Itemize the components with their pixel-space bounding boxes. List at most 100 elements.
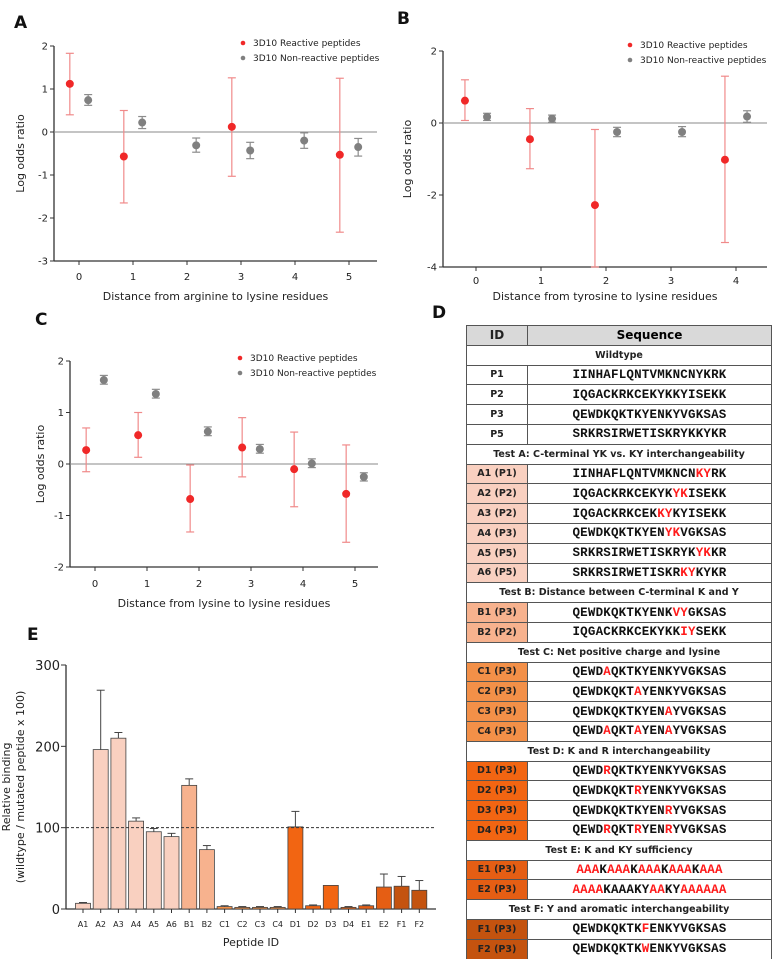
peptide-sequence: QEWDKQKTKWENKYVGKSAS — [527, 938, 772, 959]
mutated-residues: IY — [680, 625, 696, 640]
data-point — [460, 96, 469, 105]
data-point — [134, 431, 143, 440]
mutated-residues: AAA — [576, 862, 600, 877]
x-tick-label: C2 — [237, 920, 248, 929]
sequence-segment: K — [661, 862, 669, 877]
table-row: P2 IQGACKRKCEKYKKYISEKK — [466, 384, 772, 406]
non-reactive-point — [354, 137, 363, 157]
x-tick-label: 5 — [352, 579, 358, 590]
sequence-segment: QEWDKQKT — [572, 783, 635, 798]
mutated-residues: YK — [664, 526, 681, 541]
sequence-segment: QEWDKQKTKYEN — [572, 803, 665, 818]
non-reactive-point — [203, 426, 212, 437]
section-title: Test D: K and R interchangeability — [466, 740, 772, 762]
peptide-id: D4 (P3) — [466, 819, 528, 841]
reactive-point — [227, 77, 236, 177]
y-axis-title: Log odds ratio — [401, 120, 414, 199]
bar-c3 — [252, 906, 268, 910]
sequence-segment: QEWDKQKTK — [572, 942, 642, 957]
x-tick-label: D2 — [307, 920, 318, 929]
panel-label-b: B — [397, 9, 410, 29]
sequence-segment: IQGACKRKCEKYK — [572, 486, 673, 501]
sequence-segment: IINHAFLQNTVMKNCN — [572, 466, 696, 481]
mutated-residues: AAA — [699, 862, 723, 877]
mutated-residues: AAA — [607, 862, 631, 877]
table-row: E1 (P3) AAAKAAAKAAAKAAAKAAA — [466, 859, 772, 881]
x-tick-label: 3 — [248, 579, 254, 590]
bar-c1 — [216, 906, 233, 910]
sequence-segment: QKTKYENKYVGKSAS — [610, 763, 727, 778]
sequence-segment: SRKRSIRWETISKR — [572, 565, 681, 580]
x-tick-label: 2 — [603, 276, 609, 287]
sequence-segment: YVGKSAS — [672, 704, 727, 719]
x-tick-label: 1 — [144, 579, 150, 590]
sequence-segment: KY — [664, 882, 681, 897]
sequence-segment: VGKSAS — [680, 526, 727, 541]
peptide-id: A3 (P2) — [466, 503, 528, 524]
peptide-id: B1 (P3) — [466, 602, 528, 623]
x-tick-label: A3 — [113, 920, 124, 929]
mutated-residues: KY — [680, 565, 696, 580]
sequence-segment: QEWDKQKTK — [572, 922, 642, 937]
reactive-point — [290, 431, 299, 508]
peptide-id: D1 (P3) — [466, 760, 528, 782]
peptide-sequence: IQGACKRKCEKKYKYISEKK — [527, 503, 772, 524]
y-tick-label: -4 — [427, 263, 437, 274]
y-tick-label: 2 — [42, 42, 48, 53]
non-reactive-point — [84, 93, 93, 106]
y-tick-label: 300 — [35, 659, 60, 674]
reactive-point — [119, 109, 128, 204]
bar-f2 — [411, 889, 428, 910]
mutated-residues: YK — [695, 546, 712, 561]
y-tick-label: -2 — [38, 214, 48, 225]
peptide-sequence: AAAKAAAKAAAKAAAKAAA — [527, 859, 772, 881]
sequence-segment: RK — [711, 466, 727, 481]
x-tick-label: F1 — [397, 920, 407, 929]
peptide-id: A2 (P2) — [466, 483, 528, 505]
id-column-header: ID — [466, 325, 528, 346]
mutated-residues: A — [603, 724, 611, 739]
data-point — [246, 146, 255, 155]
x-tick-label: A1 — [78, 920, 89, 929]
table-row: A4 (P3) QEWDKQKTKYENYKVGKSAS — [466, 522, 772, 544]
data-point — [203, 427, 212, 436]
y-tick-label: -2 — [54, 563, 64, 574]
peptide-sequence: IINHAFLQNTVMKNCNYKRK — [527, 364, 772, 386]
data-point — [186, 495, 195, 504]
sequence-segment: YEN — [641, 823, 665, 838]
mutated-residues: AAAA — [572, 882, 604, 897]
peptide-id: B2 (P2) — [466, 621, 528, 643]
x-tick-label: E1 — [361, 920, 371, 929]
x-tick-label: C1 — [219, 920, 230, 929]
sequence-segment: IINHAFLQNTVMKNCNYKRK — [572, 367, 727, 382]
bar-b1 — [181, 784, 198, 910]
table-row: E2 (P3) AAAAKAAAKYAAKYAAAAAA — [466, 879, 772, 901]
sequence-segment: IQGACKRKCEK — [572, 506, 658, 521]
peptide-id: F1 (P3) — [466, 918, 528, 940]
sequence-segment: QKT — [610, 823, 635, 838]
sequence-segment: QEWD — [572, 823, 604, 838]
legend-marker — [627, 57, 633, 63]
legend-label: 3D10 Reactive peptides — [640, 41, 748, 51]
x-tick-label: C3 — [255, 920, 266, 929]
table-row: B2 (P2) IQGACKRKCEKYKKIYSEKK — [466, 621, 772, 643]
panel-label-d: D — [432, 303, 446, 323]
section-header-row: Test B: Distance between C-terminal K an… — [466, 582, 772, 604]
sequence-segment: YENKYVGKSAS — [641, 783, 727, 798]
reactive-point — [65, 52, 74, 116]
section-header-row: Test F: Y and aromatic interchangeabilit… — [466, 899, 772, 920]
section-header-row: Test C: Net positive charge and lysine — [466, 641, 772, 663]
data-point — [192, 141, 201, 150]
x-tick-label: A6 — [166, 920, 177, 929]
mutated-residues: R — [603, 823, 611, 838]
sequence-segment: YENKYVGKSAS — [641, 684, 727, 699]
peptide-id: P2 — [466, 384, 528, 406]
section-title: Test B: Distance between C-terminal K an… — [466, 582, 772, 604]
peptide-sequence: QEWDRQKTRYENRYVGKSAS — [527, 819, 772, 841]
y-tick-label: 0 — [431, 119, 437, 130]
non-reactive-point — [138, 115, 147, 130]
y-axis-title: Log odds ratio — [34, 425, 47, 504]
non-reactive-point — [483, 112, 492, 122]
peptide-sequence: QEWDAQKTKYENKYVGKSAS — [527, 661, 772, 683]
y-tick-label: 100 — [35, 822, 60, 837]
